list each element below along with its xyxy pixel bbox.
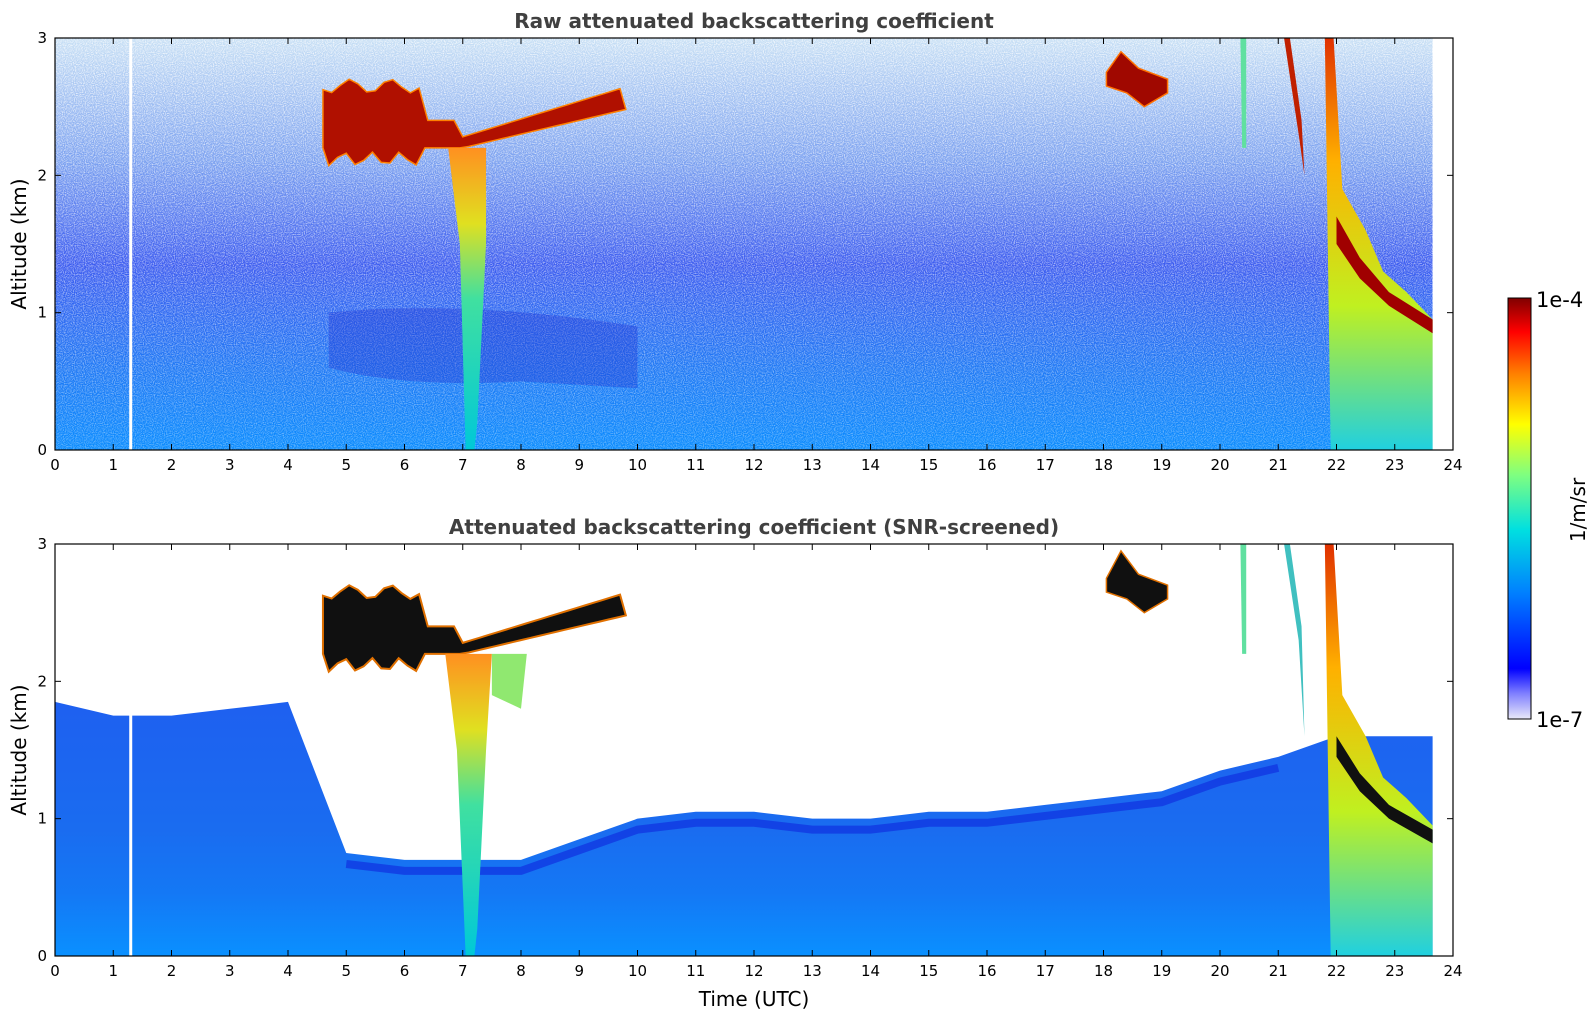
low-signal-region bbox=[328, 308, 638, 389]
high-cloud bbox=[1105, 549, 1169, 614]
y-axis-label: Altitude (km) bbox=[7, 684, 31, 815]
streak bbox=[1284, 544, 1305, 737]
x-tick-label: 12 bbox=[744, 456, 763, 474]
x-tick-label: 22 bbox=[1327, 456, 1346, 474]
x-tick-label: 12 bbox=[744, 962, 763, 980]
x-tick-label: 1 bbox=[108, 456, 118, 474]
colorbar-min-label: 1e-7 bbox=[1536, 708, 1583, 732]
x-tick-label: 0 bbox=[50, 962, 60, 980]
panel-1: 0 1 2 3 4 5 6 7 8 9 10 11 12 13 14 15 16 17 18 19 20 21 22 23 24… bbox=[7, 9, 1463, 474]
x-tick-label: 16 bbox=[977, 962, 996, 980]
panels: 0 1 2 3 4 5 6 7 8 9 10 11 12 13 14 15 16 17 18 19 20 21 22 23 24… bbox=[7, 9, 1463, 1011]
panel-2: 0 1 2 3 4 5 6 7 8 9 10 11 12 13 14 15 16 17 18 19 20 21 22 23 24… bbox=[7, 515, 1463, 1011]
plot-area bbox=[55, 544, 1433, 956]
chart-title: Raw attenuated backscattering coefficien… bbox=[514, 9, 994, 33]
x-tick-label: 24 bbox=[1443, 962, 1462, 980]
x-tick-label: 15 bbox=[919, 962, 938, 980]
precipitation-shaft bbox=[445, 653, 492, 956]
x-tick-label: 17 bbox=[1036, 962, 1055, 980]
x-axis-label: Time (UTC) bbox=[698, 987, 810, 1011]
y-tick-label: 0 bbox=[37, 947, 47, 965]
chart-title: Attenuated backscattering coefficient (S… bbox=[449, 515, 1059, 539]
plot-area bbox=[55, 38, 1453, 450]
x-tick-label: 19 bbox=[1152, 456, 1171, 474]
x-tick-label: 16 bbox=[977, 456, 996, 474]
x-tick-label: 2 bbox=[167, 456, 177, 474]
data-gap-line bbox=[129, 38, 133, 450]
x-tick-label: 20 bbox=[1210, 456, 1229, 474]
storm-region bbox=[1324, 544, 1433, 956]
x-tick-label: 11 bbox=[686, 456, 705, 474]
y-tick-label: 3 bbox=[37, 29, 47, 47]
screened-edge bbox=[345, 763, 1280, 875]
x-tick-label: 13 bbox=[803, 456, 822, 474]
y-tick-label: 2 bbox=[37, 166, 47, 184]
x-tick-label: 5 bbox=[341, 962, 351, 980]
x-tick-label: 6 bbox=[400, 456, 410, 474]
cloud-layer bbox=[321, 584, 628, 674]
x-tick-label: 7 bbox=[458, 456, 468, 474]
x-tick-label: 8 bbox=[516, 962, 526, 980]
x-tick-label: 21 bbox=[1269, 456, 1288, 474]
precipitation-shaft bbox=[448, 147, 487, 450]
x-tick-label: 4 bbox=[283, 962, 293, 980]
storm-region bbox=[1324, 38, 1433, 450]
data-gap-line bbox=[129, 544, 133, 956]
x-tick-label: 21 bbox=[1269, 962, 1288, 980]
colorbar-max-label: 1e-4 bbox=[1536, 288, 1583, 312]
y-tick-label: 1 bbox=[37, 810, 47, 828]
noise-speckle bbox=[55, 38, 1433, 450]
screened-signal bbox=[55, 701, 1433, 956]
x-tick-label: 18 bbox=[1094, 962, 1113, 980]
storm-cloud-base bbox=[1336, 736, 1433, 844]
x-tick-label: 24 bbox=[1443, 456, 1462, 474]
x-tick-label: 19 bbox=[1152, 962, 1171, 980]
streak bbox=[1240, 544, 1247, 654]
x-tick-label: 0 bbox=[50, 456, 60, 474]
x-tick-label: 13 bbox=[803, 962, 822, 980]
y-tick-label: 0 bbox=[37, 441, 47, 459]
x-tick-label: 5 bbox=[341, 456, 351, 474]
x-tick-label: 8 bbox=[516, 456, 526, 474]
cloud-layer bbox=[322, 78, 627, 167]
x-tick-label: 23 bbox=[1385, 962, 1404, 980]
storm-cloud-base bbox=[1336, 216, 1433, 334]
x-tick-label: 11 bbox=[686, 962, 705, 980]
x-tick-label: 4 bbox=[283, 456, 293, 474]
colorbar-gradient bbox=[1507, 297, 1532, 720]
y-axis-label: Altitude (km) bbox=[7, 178, 31, 309]
x-tick-label: 1 bbox=[108, 962, 118, 980]
shaft-edge bbox=[491, 653, 527, 709]
x-tick-label: 23 bbox=[1385, 456, 1404, 474]
x-tick-label: 20 bbox=[1210, 962, 1229, 980]
y-tick-label: 2 bbox=[37, 672, 47, 690]
x-tick-label: 6 bbox=[400, 962, 410, 980]
x-tick-label: 9 bbox=[574, 962, 584, 980]
colorbar-label: 1/m/sr bbox=[1566, 477, 1590, 542]
x-tick-label: 7 bbox=[458, 962, 468, 980]
x-tick-label: 9 bbox=[574, 456, 584, 474]
x-tick-label: 15 bbox=[919, 456, 938, 474]
x-tick-label: 10 bbox=[628, 456, 647, 474]
y-tick-label: 1 bbox=[37, 304, 47, 322]
x-tick-label: 14 bbox=[861, 456, 880, 474]
x-tick-label: 22 bbox=[1327, 962, 1346, 980]
colorbar: 1e-4 1e-7 1/m/sr bbox=[1507, 288, 1590, 732]
streak bbox=[1240, 38, 1247, 148]
x-tick-label: 14 bbox=[861, 962, 880, 980]
high-cloud bbox=[1105, 50, 1169, 108]
x-tick-label: 3 bbox=[225, 962, 235, 980]
x-tick-label: 10 bbox=[628, 962, 647, 980]
x-tick-label: 3 bbox=[225, 456, 235, 474]
x-tick-label: 17 bbox=[1036, 456, 1055, 474]
x-tick-label: 18 bbox=[1094, 456, 1113, 474]
x-tick-label: 2 bbox=[167, 962, 177, 980]
y-tick-label: 3 bbox=[37, 535, 47, 553]
